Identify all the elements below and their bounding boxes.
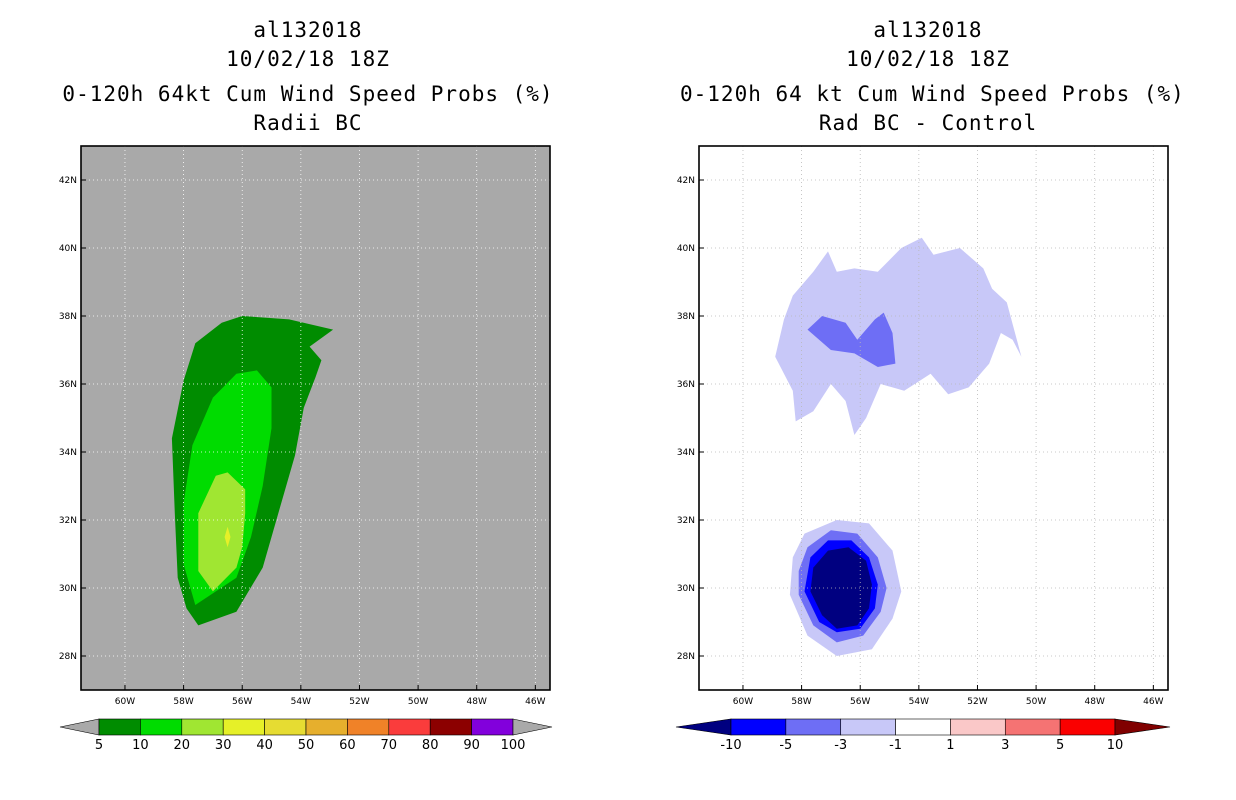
left-chart-title: 0-120h 64kt Cum Wind Speed Probs (%)	[62, 82, 554, 106]
left-xtick-label-0: 60W	[115, 697, 135, 707]
left-ytick-label-4: 36N	[59, 380, 77, 390]
right-colorbar-under-triangle	[675, 718, 732, 736]
right-xtick-label-4: 52W	[967, 697, 987, 707]
left-colorbar-label-8: 80	[422, 738, 439, 753]
right-date: 10/02/18 18Z	[846, 47, 1010, 71]
left-xtick-label-3: 54W	[291, 697, 311, 707]
right-ytick-label-4: 36N	[677, 380, 695, 390]
left-colorbar-box-4	[264, 718, 307, 736]
left-colorbar-label-6: 60	[339, 738, 356, 753]
left-colorbar-box-1	[140, 718, 183, 736]
right-ytick-label-0: 28N	[677, 652, 695, 662]
right-panel-title: al132018 10/02/18 18Z 0-120h 64 kt Cum W…	[680, 16, 1185, 138]
right-xtick-label-5: 50W	[1026, 697, 1046, 707]
left-colorbar-box-3	[222, 718, 265, 736]
right-xtick-label-1: 58W	[791, 697, 811, 707]
left-colorbar-box-7	[388, 718, 431, 736]
left-xtick-label-1: 58W	[173, 697, 193, 707]
right-colorbar-box-3	[895, 718, 951, 736]
right-colorbar-label-0: -10	[720, 738, 741, 753]
right-ytick-label-1: 30N	[677, 584, 695, 594]
right-xtick-label-3: 54W	[909, 697, 929, 707]
right-contour-5	[810, 547, 872, 629]
right-colorbar-over-triangle	[1114, 718, 1171, 736]
right-colorbar-box-1	[785, 718, 842, 736]
right-colorbar-label-6: 5	[1056, 738, 1064, 753]
right-ytick-label-5: 38N	[677, 312, 695, 322]
left-colorbar-box-5	[305, 718, 348, 736]
left-contour-3	[224, 526, 231, 548]
right-xtick-label-0: 60W	[733, 697, 753, 707]
left-colorbar-label-0: 5	[95, 738, 103, 753]
right-xtick-label-2: 56W	[850, 697, 870, 707]
left-storm-id: al132018	[253, 18, 363, 42]
right-chart-subtitle: Rad BC - Control	[818, 111, 1038, 135]
left-ytick-label-7: 42N	[59, 176, 77, 186]
left-plot-background	[81, 146, 550, 690]
left-colorbar-box-0	[98, 718, 141, 736]
right-storm-id: al132018	[873, 18, 983, 42]
left-colorbar-label-2: 20	[174, 738, 191, 753]
right-ytick-label-3: 34N	[677, 448, 695, 458]
left-colorbar-label-10: 100	[501, 738, 526, 753]
left-colorbar-label-3: 30	[215, 738, 232, 753]
left-panel-title: al132018 10/02/18 18Z 0-120h 64kt Cum Wi…	[62, 16, 554, 138]
right-colorbar-label-1: -5	[779, 738, 792, 753]
left-colorbar-label-5: 50	[298, 738, 315, 753]
right-plot-frame	[698, 145, 1169, 691]
left-colorbar-box-9	[471, 718, 514, 736]
left-plot-frame	[80, 145, 551, 691]
left-colorbar-under-triangle	[59, 718, 100, 736]
left-ytick-label-0: 28N	[59, 652, 77, 662]
left-chart-subtitle: Radii BC	[253, 111, 363, 135]
left-colorbar-box-6	[347, 718, 390, 736]
right-ytick-label-6: 40N	[677, 244, 695, 254]
right-colorbar-box-2	[840, 718, 896, 736]
left-ytick-label-5: 38N	[59, 312, 77, 322]
right-ytick-label-7: 42N	[677, 176, 695, 186]
left-xtick-label-5: 50W	[408, 697, 428, 707]
left-colorbar-label-9: 90	[463, 738, 480, 753]
right-contour-2	[807, 312, 896, 367]
left-ytick-label-3: 34N	[59, 448, 77, 458]
right-colorbar-box-6	[1059, 718, 1116, 736]
left-xtick-label-2: 56W	[232, 697, 252, 707]
right-chart-title: 0-120h 64 kt Cum Wind Speed Probs (%)	[680, 82, 1185, 106]
right-colorbar-label-3: -1	[889, 738, 902, 753]
left-xtick-label-7: 46W	[525, 697, 545, 707]
left-colorbar-box-8	[429, 718, 472, 736]
left-ytick-label-2: 32N	[59, 516, 77, 526]
right-colorbar-box-5	[1004, 718, 1061, 736]
left-colorbar-label-4: 40	[256, 738, 273, 753]
left-ytick-label-1: 30N	[59, 584, 77, 594]
left-date: 10/02/18 18Z	[226, 47, 390, 71]
right-colorbar-label-2: -3	[834, 738, 847, 753]
right-xtick-label-6: 48W	[1085, 697, 1105, 707]
right-contour-0	[775, 237, 1022, 435]
right-xtick-label-7: 46W	[1143, 697, 1163, 707]
right-colorbar-label-5: 3	[1001, 738, 1009, 753]
left-xtick-label-4: 52W	[349, 697, 369, 707]
left-contour-2	[198, 472, 246, 592]
left-xtick-label-6: 48W	[467, 697, 487, 707]
left-colorbar-over-triangle	[512, 718, 553, 736]
right-ytick-label-2: 32N	[677, 516, 695, 526]
right-colorbar-label-7: 10	[1107, 738, 1124, 753]
right-colorbar-label-4: 1	[946, 738, 954, 753]
left-colorbar-box-2	[181, 718, 224, 736]
right-plot-background	[699, 146, 1168, 690]
left-colorbar-label-7: 70	[381, 738, 398, 753]
right-colorbar-box-0	[730, 718, 787, 736]
right-colorbar-box-4	[950, 718, 1006, 736]
left-colorbar-label-1: 10	[132, 738, 149, 753]
left-ytick-label-6: 40N	[59, 244, 77, 254]
